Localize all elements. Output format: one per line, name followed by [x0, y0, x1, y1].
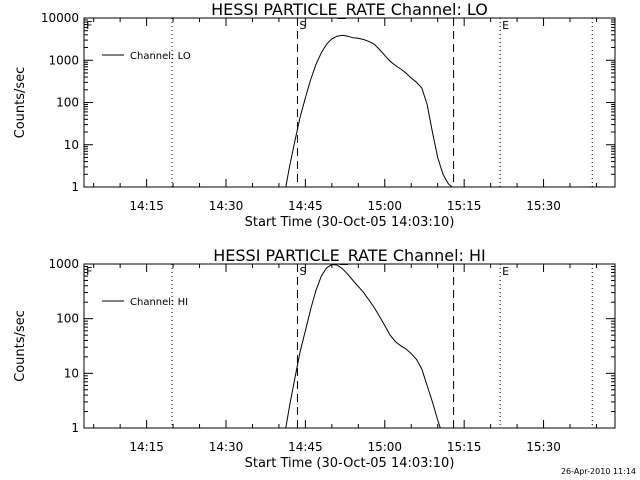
legend-label: Channel: LO — [130, 51, 191, 62]
x-tick-label: 15:00 — [367, 199, 402, 213]
y-tick-label: 1000 — [48, 257, 79, 271]
y-tick-label: 1 — [71, 180, 79, 194]
x-tick-label: 15:15 — [447, 440, 482, 454]
y-tick-label: 1000 — [48, 53, 79, 67]
x-tick-label: 14:15 — [129, 440, 164, 454]
plot-frame — [83, 17, 616, 188]
chart-title: HESSI PARTICLE_RATE Channel: HI — [213, 246, 486, 266]
x-tick-label: 14:30 — [209, 199, 244, 213]
y-axis-label: Counts/sec — [13, 310, 28, 382]
series-line — [285, 34, 453, 188]
y-tick-label: 100 — [56, 96, 79, 110]
x-tick-label: 15:30 — [526, 440, 561, 454]
y-tick-label: 10 — [64, 138, 79, 152]
x-axis-label: Start Time (30-Oct-05 14:03:10) — [245, 215, 455, 230]
x-tick-label: 15:00 — [367, 440, 402, 454]
y-tick-label: 10000 — [41, 11, 79, 25]
x-tick-label: 14:30 — [209, 440, 244, 454]
timestamp: 26-Apr-2010 11:14 — [561, 467, 636, 476]
x-tick-label: 14:15 — [129, 199, 164, 213]
x-tick-label: 14:45 — [288, 440, 323, 454]
y-tick-label: 100 — [56, 312, 79, 326]
y-tick-label: 10 — [64, 366, 79, 380]
x-axis-label: Start Time (30-Oct-05 14:03:10) — [245, 456, 455, 471]
time-marker-label: F — [86, 19, 92, 32]
time-marker-label: E — [502, 19, 509, 32]
x-tick-label: 15:15 — [447, 199, 482, 213]
panel-hi: HESSI PARTICLE_RATE Channel: HI Start Ti… — [13, 246, 616, 471]
y-tick-label: 1 — [71, 421, 79, 435]
time-marker-label: E — [502, 265, 509, 278]
series-line — [285, 263, 441, 429]
time-marker-label: S — [299, 265, 306, 278]
panel-lo: HESSI PARTICLE_RATE Channel: LO Start Ti… — [13, 0, 616, 230]
time-marker-label: S — [299, 19, 306, 32]
legend-label: Channel: HI — [130, 297, 188, 308]
y-axis-label: Counts/sec — [13, 67, 28, 139]
chart-title: HESSI PARTICLE_RATE Channel: LO — [211, 0, 488, 20]
x-tick-label: 15:30 — [526, 199, 561, 213]
plot-frame — [83, 263, 616, 429]
x-tick-label: 14:45 — [288, 199, 323, 213]
time-marker-label: F — [86, 265, 92, 278]
